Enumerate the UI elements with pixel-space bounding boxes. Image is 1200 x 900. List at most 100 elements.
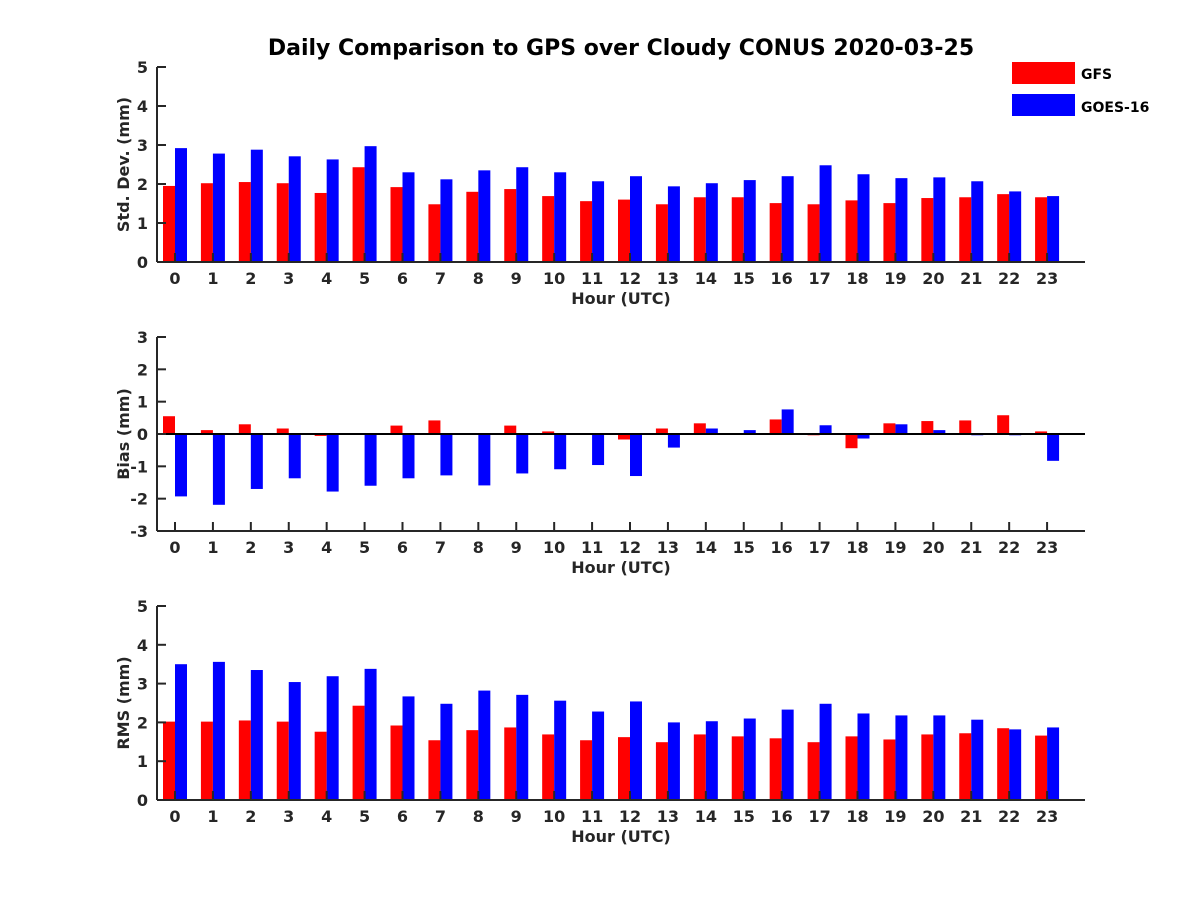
- bias-y-tick-label: 0: [137, 425, 148, 444]
- std-dev-x-tick-label: 13: [657, 269, 679, 288]
- rms-bar-goes16-3: [288, 682, 301, 800]
- bias-bar-goes16-12: [630, 434, 642, 477]
- rms-bar-gfs-3: [276, 721, 289, 800]
- rms-x-tick-label: 7: [435, 807, 446, 826]
- std-dev-bar-gfs-18: [845, 200, 858, 262]
- std-dev-bar-gfs-19: [883, 203, 896, 262]
- std-dev-y-tick-label: 3: [137, 136, 148, 155]
- rms-bar-goes16-18: [857, 713, 870, 800]
- std-dev-x-tick-label: 18: [846, 269, 868, 288]
- bias-bar-goes16-2: [250, 434, 263, 489]
- bias-bar-gfs-10: [542, 431, 555, 434]
- std-dev-bar-gfs-22: [997, 194, 1010, 262]
- std-dev-bar-goes16-12: [630, 176, 642, 262]
- bias-bar-goes16-16: [781, 409, 794, 434]
- std-dev-x-tick-label: 2: [245, 269, 256, 288]
- rms-bar-gfs-12: [618, 737, 630, 800]
- std-dev-y-tick-label: 0: [137, 253, 148, 272]
- bias-bar-gfs-16: [769, 419, 782, 434]
- bias-bar-goes16-20: [933, 430, 946, 434]
- std-dev-bar-gfs-8: [466, 191, 479, 262]
- rms-x-tick-label: 10: [543, 807, 565, 826]
- bias-x-tick-label: 19: [884, 538, 906, 557]
- bias-bar-goes16-14: [705, 428, 718, 434]
- rms-bar-goes16-22: [1009, 729, 1022, 800]
- bias-x-tick-label: 3: [283, 538, 294, 557]
- bias-bar-goes16-13: [667, 434, 680, 448]
- rms-bar-gfs-1: [200, 721, 213, 800]
- bias-bar-gfs-20: [921, 421, 934, 434]
- figure-title: Daily Comparison to GPS over Cloudy CONU…: [268, 36, 974, 61]
- std-dev-x-tick-label: 0: [169, 269, 180, 288]
- std-dev-x-tick-label: 16: [771, 269, 793, 288]
- std-dev-x-tick-label: 10: [543, 269, 565, 288]
- std-dev-x-tick-label: 3: [283, 269, 294, 288]
- std-dev-x-tick-label: 23: [1036, 269, 1058, 288]
- bias-x-tick-label: 0: [169, 538, 180, 557]
- std-dev-bar-gfs-3: [276, 183, 289, 262]
- std-dev-bar-goes16-22: [1009, 191, 1022, 262]
- bias-bar-goes16-0: [175, 434, 187, 497]
- rms-bar-gfs-5: [352, 705, 365, 800]
- bias-y-tick-label: -2: [130, 490, 148, 509]
- std-dev-bar-goes16-13: [667, 186, 680, 262]
- rms-bar-goes16-20: [933, 715, 946, 800]
- std-dev-bar-goes16-1: [212, 153, 225, 262]
- bias-x-tick-label: 15: [733, 538, 755, 557]
- rms-bar-gfs-15: [731, 736, 744, 800]
- legend-label-gfs: GFS: [1081, 67, 1112, 83]
- rms-bar-goes16-19: [895, 715, 908, 800]
- bias-x-tick-label: 2: [245, 538, 256, 557]
- rms-bar-gfs-22: [997, 728, 1010, 800]
- rms-bar-goes16-2: [250, 670, 263, 800]
- bias-bar-gfs-2: [238, 424, 251, 434]
- rms-x-tick-label: 21: [960, 807, 982, 826]
- rms-bar-goes16-7: [440, 703, 453, 800]
- rms-x-tick-label: 8: [473, 807, 484, 826]
- bias-y-tick-label: -3: [130, 522, 148, 541]
- bias-bar-goes16-19: [895, 424, 908, 434]
- rms-bar-goes16-1: [212, 661, 225, 800]
- bias-x-tick-label: 22: [998, 538, 1020, 557]
- std-dev-x-tick-label: 22: [998, 269, 1020, 288]
- bias-bar-gfs-13: [655, 428, 668, 434]
- legend: GFS GOES-16: [1012, 62, 1149, 116]
- std-dev-x-tick-label: 19: [884, 269, 906, 288]
- rms-x-tick-label: 19: [884, 807, 906, 826]
- rms-x-tick-label: 0: [169, 807, 180, 826]
- std-dev-bar-goes16-10: [554, 172, 567, 262]
- rms-x-tick-label: 14: [695, 807, 717, 826]
- legend-swatch-gfs: [1012, 62, 1075, 84]
- rms-x-tick-label: 3: [283, 807, 294, 826]
- rms-y-axis-label: RMS (mm): [114, 656, 133, 749]
- bias-y-tick-label: 1: [137, 393, 148, 412]
- std-dev-bar-gfs-14: [693, 197, 706, 262]
- std-dev-bar-goes16-20: [933, 177, 946, 262]
- rms-bar-goes16-4: [326, 676, 339, 800]
- std-dev-y-tick-label: 5: [137, 58, 148, 77]
- bias-x-tick-label: 5: [359, 538, 370, 557]
- std-dev-bar-gfs-12: [618, 199, 630, 262]
- std-dev-bar-gfs-0: [163, 185, 175, 262]
- rms-bar-goes16-8: [478, 690, 491, 800]
- std-dev-bar-goes16-21: [971, 181, 984, 262]
- legend-label-goes16: GOES-16: [1081, 100, 1149, 116]
- std-dev-bar-goes16-23: [1047, 196, 1060, 262]
- rms-bar-goes16-21: [971, 719, 984, 800]
- std-dev-bar-gfs-2: [238, 182, 251, 262]
- std-dev-bar-goes16-3: [288, 156, 301, 262]
- std-dev-x-tick-label: 15: [733, 269, 755, 288]
- rms-bar-gfs-17: [807, 742, 820, 800]
- rms-bar-goes16-5: [364, 668, 377, 800]
- rms-bar-gfs-6: [390, 725, 403, 800]
- std-dev-bar-gfs-21: [959, 197, 972, 262]
- rms-x-tick-label: 4: [321, 807, 332, 826]
- rms-y-tick-label: 2: [137, 713, 148, 732]
- bias-bar-goes16-7: [440, 434, 453, 476]
- bias-bar-goes16-6: [402, 434, 415, 479]
- legend-swatch-goes16: [1012, 94, 1075, 116]
- std-dev-bar-goes16-14: [705, 183, 718, 262]
- std-dev-bar-gfs-23: [1035, 197, 1048, 262]
- std-dev-bar-goes16-2: [250, 149, 263, 262]
